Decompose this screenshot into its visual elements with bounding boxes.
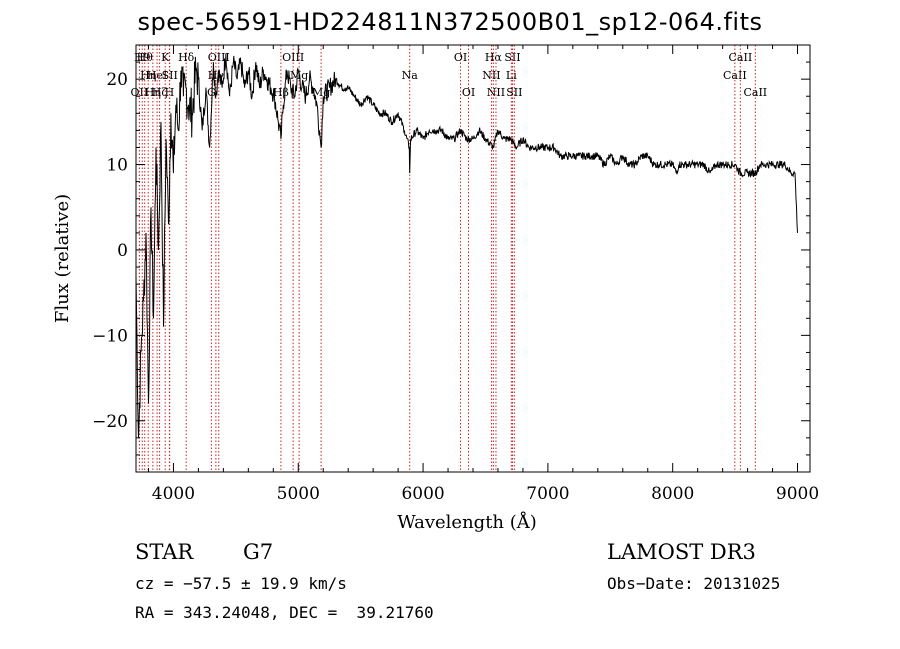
spectral-line-label: HeI — [147, 69, 167, 82]
survey-name: LAMOST DR3 — [607, 540, 756, 564]
chart-title: spec-56591-HD224811N372500B01_sp12-064.f… — [137, 8, 763, 36]
x-tick-label: 7000 — [526, 484, 569, 504]
spectral-line-label: OI — [462, 86, 475, 99]
spectral-line-label: OI — [454, 51, 467, 64]
spectral-line-label: Mg — [290, 69, 308, 82]
y-tick-label: 0 — [117, 241, 128, 261]
spectral-line-label: SII — [162, 69, 178, 82]
spectral-line-label: Hζ — [152, 86, 168, 99]
y-tick-label: −20 — [92, 412, 128, 432]
spectral-line-label: Na — [402, 69, 419, 82]
x-tick-label: 6000 — [401, 484, 444, 504]
spectral-line-label: OIII — [282, 51, 304, 64]
spectral-line-label: Hθ — [137, 51, 154, 64]
spectral-line-label: Hα — [485, 51, 503, 64]
spectral-line-label: CaII — [743, 86, 767, 99]
y-tick-label: −10 — [92, 326, 128, 346]
object-subclass: G7 — [243, 540, 274, 564]
spectral-line-label: Mg — [312, 86, 330, 99]
plot-frame — [135, 44, 811, 473]
x-tick-label: 5000 — [277, 484, 320, 504]
spectrum-line — [136, 53, 798, 438]
spectral-line-label: Hδ — [178, 51, 195, 64]
x-axis-label: Wavelength (Å) — [397, 511, 537, 533]
x-tick-label: 4000 — [152, 484, 195, 504]
spectral-line-label: H9 — [134, 51, 151, 64]
y-tick-label: 10 — [106, 156, 128, 176]
object-class: STAR — [135, 540, 194, 564]
spectral-line-label: K — [161, 51, 170, 64]
spectral-line-label: SII — [506, 86, 522, 99]
spectral-line-label: Hβ — [273, 86, 289, 99]
spectral-line-label: NII — [487, 86, 505, 99]
spectral-line-label: Li — [506, 69, 517, 82]
y-tick-label: 20 — [106, 70, 128, 90]
obs-date: Obs−Date: 20131025 — [607, 574, 781, 593]
spectral-line-label: OII — [131, 86, 149, 99]
redshift-text: cz = −57.5 ± 19.9 km/s — [135, 574, 347, 593]
spectral-line-label: SII — [504, 51, 520, 64]
coordinates: RA = 343.24048, DEC = 39.21760 — [135, 603, 434, 622]
spectral-line-label: Hη — [145, 86, 161, 99]
y-axis-label: Flux (relative) — [52, 194, 73, 323]
x-tick-label: 9000 — [776, 484, 819, 504]
x-tick-label: 8000 — [651, 484, 694, 504]
spectral-line-label: CaII — [729, 51, 753, 64]
spectral-line-label: NII — [482, 69, 500, 82]
spectral-line-label: CaII — [723, 69, 747, 82]
spectral-line-label: G — [207, 86, 216, 99]
spectral-line-label: H — [165, 86, 175, 99]
